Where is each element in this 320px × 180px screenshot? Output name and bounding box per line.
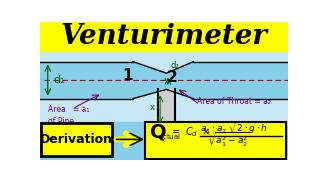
Text: Area of Throat = a₂: Area of Throat = a₂ — [196, 97, 270, 106]
Text: $\rm{actual}$: $\rm{actual}$ — [158, 132, 181, 141]
Bar — [40, 62, 133, 99]
Bar — [40, 122, 288, 160]
Text: d₁: d₁ — [53, 75, 65, 85]
Polygon shape — [133, 62, 194, 99]
FancyBboxPatch shape — [145, 122, 286, 159]
Text: $a_1 \cdot a_2 \ \sqrt{2 \cdot g \cdot h}$: $a_1 \cdot a_2 \ \sqrt{2 \cdot g \cdot h… — [200, 120, 270, 136]
Text: x: x — [150, 103, 155, 112]
Text: $= \ C_d \ \times$: $= \ C_d \ \times$ — [170, 126, 211, 139]
Bar — [40, 51, 288, 160]
Bar — [194, 62, 288, 99]
FancyBboxPatch shape — [41, 123, 112, 156]
Text: d₂: d₂ — [170, 61, 179, 70]
Text: $\mathbf{Q}$: $\mathbf{Q}$ — [149, 122, 167, 143]
Text: Area   = a₁
of Pipe: Area = a₁ of Pipe — [48, 105, 89, 126]
Text: Venturimeter: Venturimeter — [60, 24, 268, 51]
Text: 1: 1 — [122, 68, 133, 83]
Polygon shape — [158, 89, 175, 137]
Text: $\sqrt{a_1^2 - a_2^2}$: $\sqrt{a_1^2 - a_2^2}$ — [207, 131, 250, 149]
Text: Derivation: Derivation — [40, 133, 113, 146]
Bar — [40, 22, 288, 51]
FancyArrowPatch shape — [116, 133, 138, 145]
Text: 2: 2 — [167, 69, 178, 85]
